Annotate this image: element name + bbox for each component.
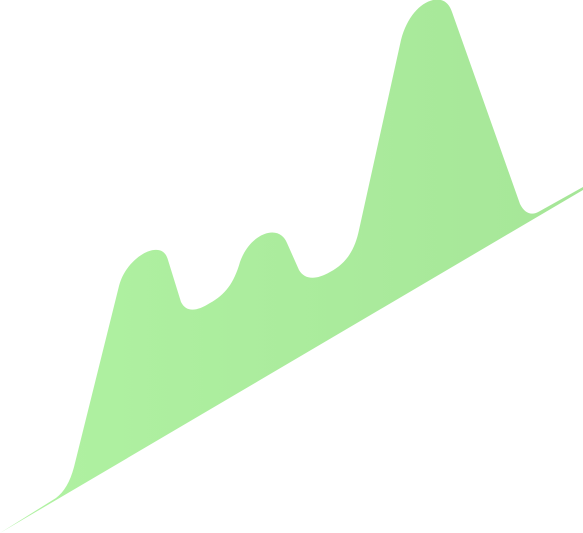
illustration-canvas [0, 0, 583, 533]
wave-shape [0, 0, 583, 533]
wave-illustration [0, 0, 583, 533]
